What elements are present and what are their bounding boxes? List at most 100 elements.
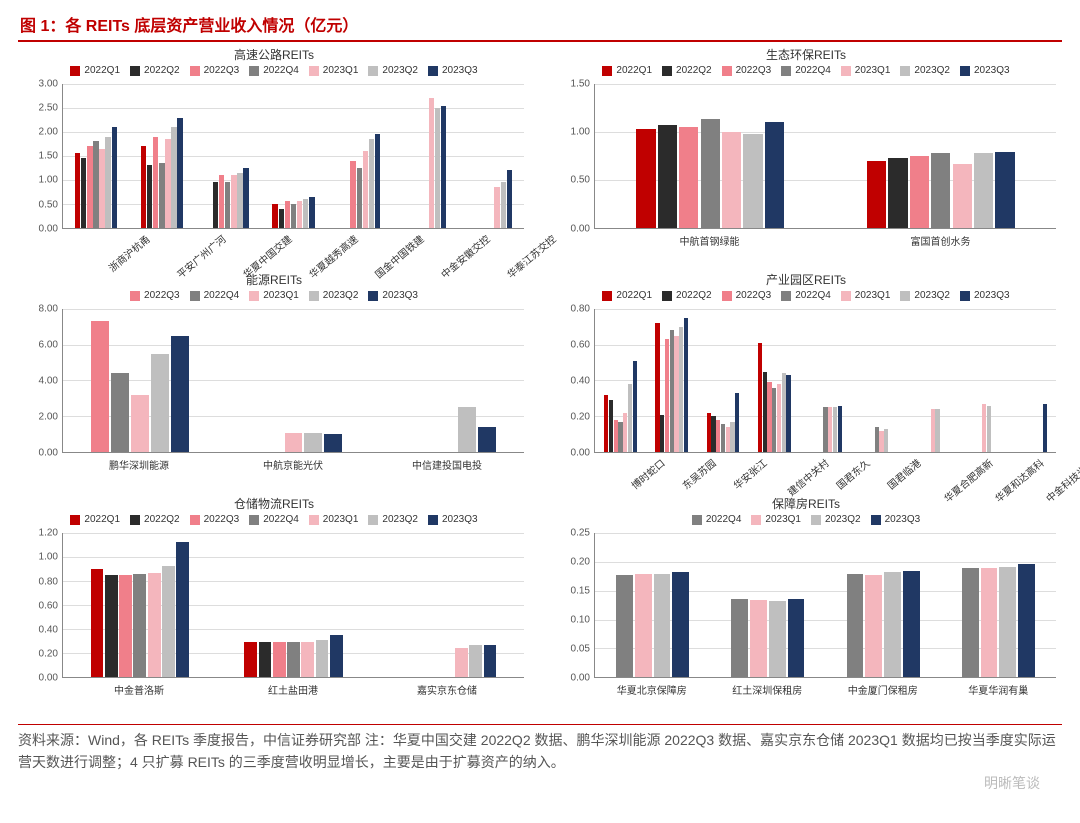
bar	[879, 431, 883, 453]
bar	[931, 409, 935, 452]
panel-title: 保障房REITs	[550, 497, 1062, 511]
chart-grid: 高速公路REITs2022Q12022Q22022Q32022Q42023Q12…	[18, 48, 1062, 718]
bar	[287, 642, 300, 677]
legend-swatch	[900, 66, 910, 76]
bar	[769, 601, 786, 677]
bar	[244, 642, 257, 677]
legend-item: 2022Q3	[722, 289, 772, 303]
x-labels: 中航首钢绿能富国首创水务	[594, 229, 1056, 269]
legend-label: 2022Q2	[676, 64, 712, 78]
bar	[730, 422, 734, 453]
bar	[722, 132, 741, 228]
legend-label: 2023Q1	[765, 513, 801, 527]
bar	[1018, 564, 1035, 677]
legend-label: 2023Q1	[323, 513, 359, 527]
legend: 2022Q42023Q12023Q22023Q3	[550, 513, 1062, 527]
legend-item: 2023Q2	[368, 513, 418, 527]
bar	[828, 407, 832, 452]
legend-item: 2023Q3	[871, 513, 921, 527]
bar	[674, 336, 678, 453]
x-labels: 中金普洛斯红土盐田港嘉实京东仓储	[62, 678, 524, 718]
legend-swatch	[602, 66, 612, 76]
chart: 0.000.501.001.502.002.503.00浙商沪杭甬平安广州广河华…	[18, 80, 530, 269]
legend-swatch	[841, 291, 851, 301]
y-tick-label: 0.25	[550, 528, 590, 539]
legend-item: 2022Q1	[602, 64, 652, 78]
bar	[884, 429, 888, 452]
legend-label: 2023Q3	[974, 289, 1010, 303]
y-tick-label: 0.00	[18, 673, 58, 684]
y-tick-label: 0.20	[550, 412, 590, 423]
legend-swatch	[309, 515, 319, 525]
x-labels: 鹏华深圳能源中航京能光伏中信建投国电投	[62, 453, 524, 493]
legend-label: 2022Q2	[144, 64, 180, 78]
y-tick-label: 0.00	[550, 448, 590, 459]
bar	[285, 433, 303, 453]
bar	[875, 427, 879, 452]
bar	[786, 375, 790, 452]
bar	[148, 573, 161, 677]
bar	[231, 175, 237, 228]
legend: 2022Q32022Q42023Q12023Q22023Q3	[18, 289, 530, 303]
bar	[279, 209, 285, 228]
y-tick-label: 0.40	[550, 375, 590, 386]
bar	[363, 151, 369, 228]
bar	[838, 406, 842, 453]
legend-item: 2023Q3	[960, 64, 1010, 78]
bar	[711, 416, 715, 452]
legend-swatch	[368, 515, 378, 525]
legend-item: 2023Q3	[428, 64, 478, 78]
legend-label: 2023Q2	[914, 64, 950, 78]
bar	[272, 204, 278, 228]
legend-item: 2022Q1	[602, 289, 652, 303]
bar	[441, 106, 447, 228]
legend-swatch	[811, 515, 821, 525]
legend-swatch	[368, 291, 378, 301]
bar	[609, 400, 613, 452]
x-tick-label: 浙商沪杭甬	[105, 231, 153, 275]
legend-label: 2023Q2	[825, 513, 861, 527]
y-tick-label: 0.50	[18, 199, 58, 210]
y-tick-label: 1.50	[550, 79, 590, 90]
x-tick-label: 中金普洛斯	[114, 682, 164, 697]
plot-area	[594, 533, 1056, 678]
legend-item: 2023Q1	[309, 513, 359, 527]
x-tick-label: 红土深圳保租房	[732, 682, 802, 697]
y-tick-label: 1.20	[18, 528, 58, 539]
legend-item: 2023Q2	[368, 64, 418, 78]
bar	[888, 158, 907, 228]
bar	[176, 542, 189, 677]
legend-swatch	[602, 291, 612, 301]
bar	[93, 141, 99, 227]
legend-label: 2023Q3	[885, 513, 921, 527]
bar	[931, 153, 950, 228]
x-tick-label: 中航京能光伏	[263, 457, 323, 472]
bar	[324, 434, 342, 452]
bar	[105, 575, 118, 677]
bar	[309, 197, 315, 228]
legend-item: 2022Q3	[190, 64, 240, 78]
bar	[618, 422, 622, 453]
bars-layer	[63, 309, 524, 453]
panel-title: 仓储物流REITs	[18, 497, 530, 511]
legend-swatch	[900, 291, 910, 301]
panel-title: 产业园区REITs	[550, 273, 1062, 287]
legend: 2022Q12022Q22022Q32022Q42023Q12023Q22023…	[18, 513, 530, 527]
bar	[131, 395, 149, 452]
legend-item: 2022Q1	[70, 64, 120, 78]
bar	[865, 575, 882, 677]
bar	[672, 572, 689, 677]
bar	[429, 98, 435, 227]
bar	[982, 404, 986, 452]
legend-item: 2023Q2	[309, 289, 359, 303]
legend-label: 2023Q1	[855, 289, 891, 303]
bar	[974, 153, 993, 228]
legend-swatch	[781, 291, 791, 301]
x-tick-label: 中信建投国电投	[412, 457, 482, 472]
y-tick-label: 0.60	[18, 600, 58, 611]
bars-layer	[63, 533, 524, 677]
chart: 0.000.200.400.600.80博时蛇口东吴苏园华安张江建信中关村国君东…	[550, 305, 1062, 494]
bar	[772, 388, 776, 453]
bar	[112, 127, 118, 228]
bar	[743, 134, 762, 228]
